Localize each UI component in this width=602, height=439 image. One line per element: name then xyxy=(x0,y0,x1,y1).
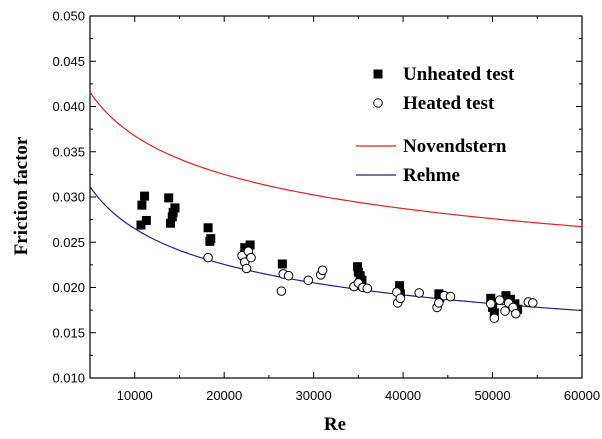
heated-test-point xyxy=(528,298,538,308)
x-tick-label: 50000 xyxy=(474,388,510,403)
unheated-test-point xyxy=(140,191,150,201)
novendstern-curve xyxy=(89,91,583,228)
x-tick-label: 30000 xyxy=(296,388,332,403)
heated-test-point xyxy=(317,265,328,276)
unheated-test-point xyxy=(141,216,151,226)
x-tick-label: 60000 xyxy=(564,388,600,403)
legend-label: Novendstern xyxy=(403,136,507,157)
axes xyxy=(89,15,583,379)
legend: Unheated test Heated test Novendstern Rehme xyxy=(356,64,515,186)
heated-test-point xyxy=(395,293,406,304)
heated-test-point xyxy=(303,275,314,286)
unheated-test-point xyxy=(206,234,216,244)
heated-test-point xyxy=(414,288,424,298)
y-tick-label: 0.050 xyxy=(52,9,85,24)
legend-label: Heated test xyxy=(403,93,495,114)
heated-test-point xyxy=(241,263,252,274)
x-tick-label: 10000 xyxy=(117,388,153,403)
y-tick-label: 0.040 xyxy=(52,99,85,114)
y-tick-label: 0.020 xyxy=(52,280,85,295)
y-axis-label: Friction factor xyxy=(11,136,32,255)
unheated-test-point xyxy=(137,200,147,210)
heated-test-point xyxy=(445,291,456,302)
heated-test-point xyxy=(485,298,496,309)
unheated-test-point xyxy=(170,203,180,213)
x-tick-label: 20000 xyxy=(206,388,242,403)
y-tick-label: 0.045 xyxy=(52,54,85,69)
unheated-test-point xyxy=(164,193,174,203)
heated-test-point xyxy=(362,283,373,294)
legend-entry-unheated-test: Unheated test xyxy=(373,64,515,85)
heated-test-point xyxy=(246,252,256,263)
x-axis-label: Re xyxy=(324,414,346,435)
correlation-curves xyxy=(89,91,583,312)
heated-test-point xyxy=(494,295,505,305)
unheated-test-point xyxy=(277,259,287,269)
legend-label: Rehme xyxy=(403,165,460,186)
heated-test-point xyxy=(511,308,521,319)
unheated-test-point xyxy=(203,223,213,233)
unheated-test-point xyxy=(136,220,146,230)
legend-marker-square xyxy=(373,69,383,79)
heated-test-point xyxy=(489,313,500,324)
y-tick-label: 0.035 xyxy=(52,144,85,159)
heated-test-point xyxy=(283,270,294,281)
heated-test-point xyxy=(276,286,287,296)
legend-entry-rehme: Rehme xyxy=(356,165,460,186)
legend-marker-circle xyxy=(373,98,383,108)
x-tick-label: 40000 xyxy=(385,388,421,403)
y-tick-label: 0.015 xyxy=(52,325,85,340)
legend-entry-heated-test: Heated test xyxy=(373,93,495,114)
heated-test-point xyxy=(203,252,213,263)
tick-labels: 10000 20000 30000 40000 50000 60000 0.010 0.015… xyxy=(52,9,600,404)
heated-test-point xyxy=(500,306,510,316)
legend-label: Unheated test xyxy=(403,64,515,85)
heated-test-point xyxy=(434,298,444,308)
y-tick-label: 0.010 xyxy=(52,371,85,386)
legend-entry-novendstern: Novendstern xyxy=(356,136,507,157)
data-markers xyxy=(136,191,538,324)
y-tick-label: 0.025 xyxy=(52,235,85,250)
y-tick-label: 0.030 xyxy=(52,190,85,205)
